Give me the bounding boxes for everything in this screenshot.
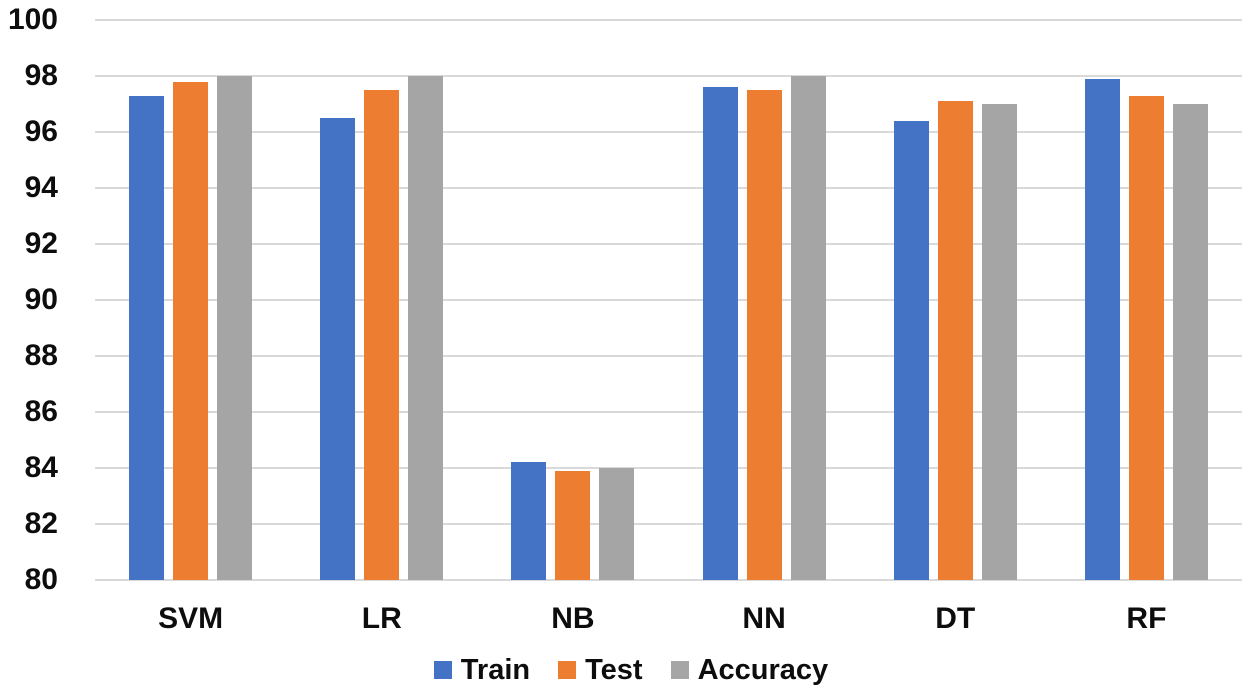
bar-lr-train <box>320 118 356 580</box>
x-tick-label-lr: LR <box>361 602 402 635</box>
bar-nb-test <box>555 470 591 580</box>
y-tick-label-90: 90 <box>24 283 58 316</box>
y-tick-label-92: 92 <box>24 227 58 260</box>
gridline-80 <box>95 579 1242 581</box>
legend-swatch-test-icon <box>558 661 577 679</box>
x-tick-label-nn: NN <box>742 602 786 635</box>
bar-rf-test <box>1128 95 1164 580</box>
legend-label-accuracy: Accuracy <box>697 654 829 686</box>
y-tick-label-94: 94 <box>24 171 58 204</box>
y-tick-label-86: 86 <box>24 395 58 428</box>
legend-label-test: Test <box>585 654 643 686</box>
gridline-86 <box>95 411 1242 413</box>
y-tick-label-82: 82 <box>24 507 58 540</box>
bar-dt-accuracy <box>981 104 1017 580</box>
x-tick-label-dt: DT <box>935 602 976 635</box>
bar-nb-train <box>511 462 547 580</box>
x-tick-label-svm: SVM <box>158 602 224 635</box>
bar-svm-accuracy <box>217 76 253 580</box>
gridline-100 <box>95 19 1242 21</box>
x-tick-label-nb: NB <box>551 602 595 635</box>
bar-nn-accuracy <box>790 76 826 580</box>
bar-lr-test <box>364 90 400 580</box>
gridline-84 <box>95 467 1242 469</box>
bar-dt-test <box>937 101 973 580</box>
bar-nn-test <box>746 90 782 580</box>
gridline-88 <box>95 355 1242 357</box>
y-tick-label-100: 100 <box>7 3 58 36</box>
bar-rf-train <box>1084 78 1120 580</box>
gridline-98 <box>95 75 1242 77</box>
gridline-96 <box>95 131 1242 133</box>
gridline-90 <box>95 299 1242 301</box>
y-tick-label-96: 96 <box>24 115 58 148</box>
bar-nb-accuracy <box>599 468 635 580</box>
bar-rf-accuracy <box>1172 104 1208 580</box>
y-tick-label-84: 84 <box>24 451 58 484</box>
bar-lr-accuracy <box>408 76 444 580</box>
legend-swatch-accuracy-icon <box>670 661 689 679</box>
gridline-82 <box>95 523 1242 525</box>
legend-item-train: Train <box>433 653 531 687</box>
bar-svm-test <box>173 81 209 580</box>
gridline-94 <box>95 187 1242 189</box>
legend-item-test: Test <box>558 653 643 687</box>
legend-item-accuracy: Accuracy <box>670 653 829 687</box>
legend: Train Test Accuracy <box>0 650 1250 690</box>
y-tick-label-88: 88 <box>24 339 58 372</box>
bar-nn-train <box>702 87 738 580</box>
bar-dt-train <box>893 120 929 580</box>
legend-swatch-train-icon <box>433 661 452 679</box>
x-tick-label-rf: RF <box>1126 602 1167 635</box>
legend-label-train: Train <box>460 654 531 686</box>
gridline-92 <box>95 243 1242 245</box>
bar-svm-train <box>129 95 165 580</box>
y-tick-label-80: 80 <box>24 563 58 596</box>
y-tick-label-98: 98 <box>24 59 58 92</box>
